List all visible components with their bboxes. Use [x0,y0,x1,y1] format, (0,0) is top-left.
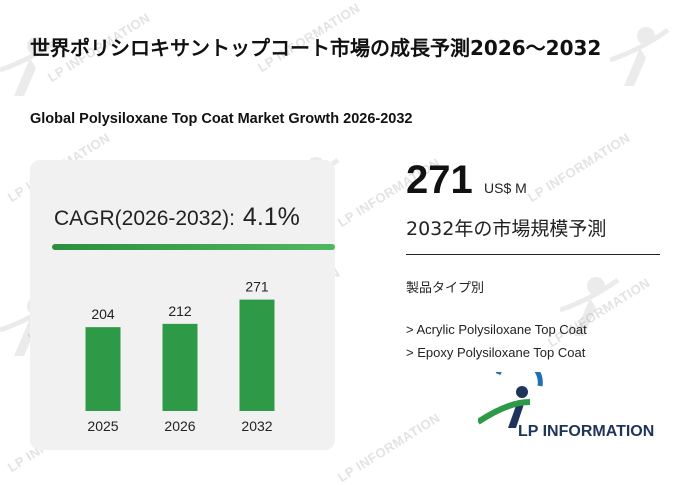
bar-value-label: 204 [91,306,115,322]
bar-2032 [239,299,275,411]
segment-item: > Acrylic Polysiloxane Top Coat [406,322,587,337]
watermark-logo-icon [0,37,60,96]
bar-chart: 204 2025 212 2026 271 2032 [85,279,275,434]
segment-list: > Acrylic Polysiloxane Top Coat > Epoxy … [406,318,587,364]
cagr-accent-bar [52,244,335,250]
watermark-text: LP INFORMATION [524,129,633,206]
x-tick-label: 2032 [241,418,272,434]
bar-2026 [162,323,198,411]
watermark-text: LP INFORMATION [334,409,443,485]
divider [406,254,660,255]
segment-item: > Epoxy Polysiloxane Top Coat [406,345,586,360]
segment-heading: 製品タイプ別 [406,281,485,296]
x-tick-label: 2026 [164,418,195,434]
market-size-unit: US$ M [484,180,527,196]
page-title: 世界ポリシロキサントップコート市場の成長予測2026～2032 [30,36,602,60]
x-tick-label: 2025 [87,418,118,434]
brand-logo: LP INFORMATION [478,372,678,442]
brand-logo-icon [478,372,543,428]
cagr-readout: CAGR(2026-2032): 4.1% [54,203,300,232]
watermark-logo-icon [610,27,670,86]
watermark-logo-icon [560,277,620,336]
bar-2025 [85,327,121,411]
page-subtitle: Global Polysiloxane Top Coat Market Grow… [30,111,413,127]
market-size-caption: 2032年の市場規模予測 [406,218,607,240]
chart-panel: CAGR(2026-2032): 4.1% 204 2025 212 2026 271 20… [30,160,335,450]
bar-value-label: 271 [245,279,269,295]
cagr-value: 4.1% [242,203,300,231]
cagr-label: CAGR(2026-2032): [54,207,235,230]
market-size-value: 271 [406,158,473,202]
bar-value-label: 212 [168,303,192,319]
brand-name: LP INFORMATION [518,423,655,440]
